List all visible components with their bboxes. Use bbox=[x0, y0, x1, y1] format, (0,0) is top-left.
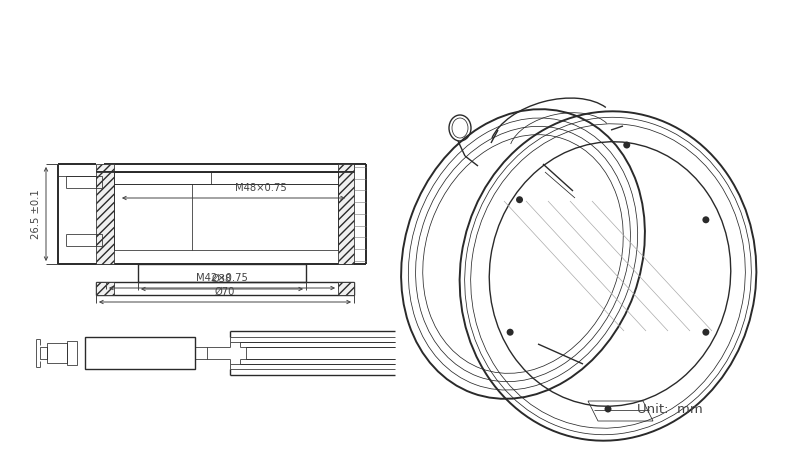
Circle shape bbox=[605, 406, 611, 413]
Circle shape bbox=[702, 329, 710, 336]
Text: M42×0.75: M42×0.75 bbox=[196, 273, 248, 283]
Text: Ø38: Ø38 bbox=[212, 274, 232, 284]
Text: Ø70: Ø70 bbox=[215, 287, 235, 297]
Bar bbox=[40, 347, 47, 359]
Circle shape bbox=[702, 216, 710, 223]
Circle shape bbox=[623, 142, 630, 148]
Bar bbox=[96, 176, 102, 188]
Bar bbox=[96, 172, 114, 264]
Circle shape bbox=[506, 329, 514, 336]
Bar bbox=[85, 337, 195, 369]
Circle shape bbox=[516, 196, 523, 203]
Bar bbox=[96, 282, 114, 295]
Bar bbox=[96, 164, 114, 172]
Text: Unit:  mm: Unit: mm bbox=[637, 402, 703, 415]
Bar bbox=[67, 341, 77, 365]
Bar bbox=[47, 343, 67, 363]
Bar bbox=[338, 164, 354, 172]
Text: 26.5 ±0.1: 26.5 ±0.1 bbox=[31, 189, 41, 239]
Bar bbox=[338, 282, 354, 295]
Bar bbox=[96, 234, 102, 246]
Bar bbox=[338, 172, 354, 264]
Text: M48×0.75: M48×0.75 bbox=[235, 183, 287, 193]
